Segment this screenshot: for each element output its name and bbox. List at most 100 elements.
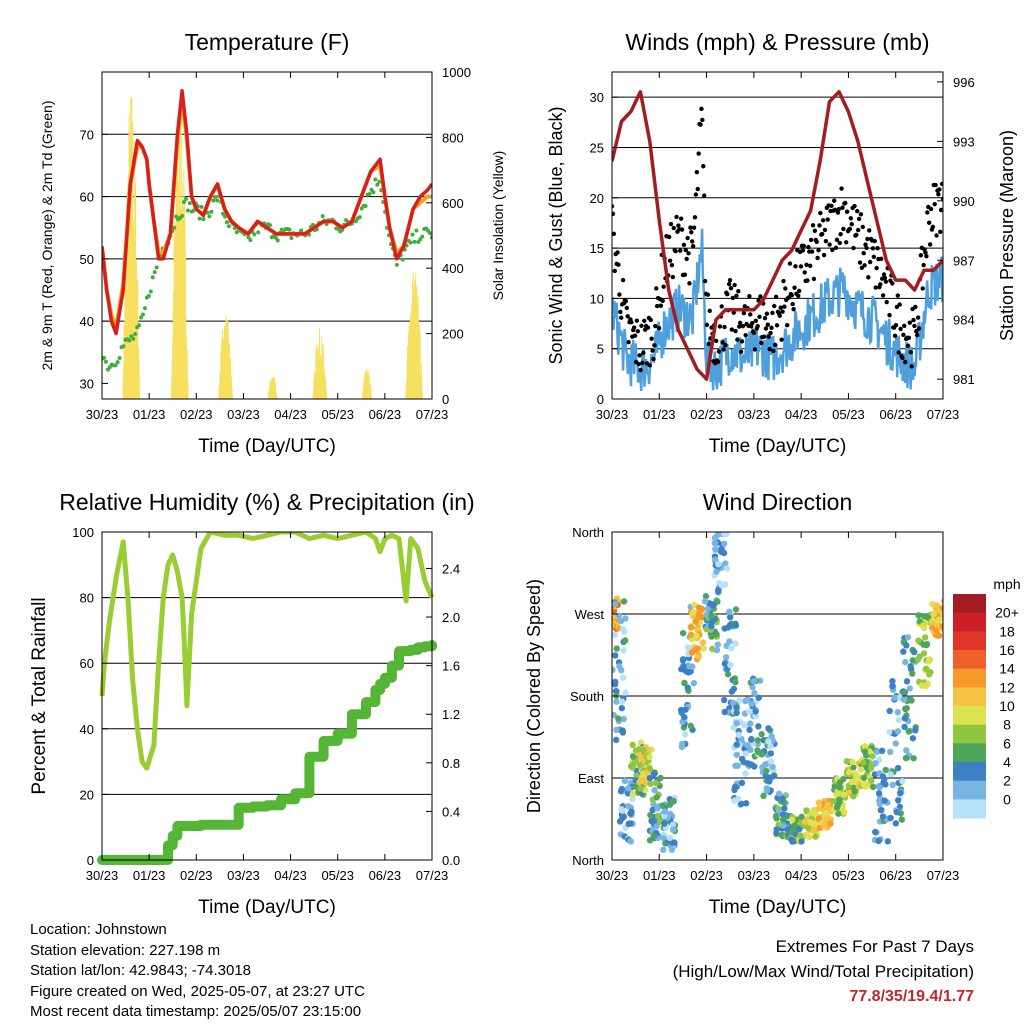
gust-point [623, 298, 629, 304]
y2-tick-label: 0.0 [442, 853, 460, 868]
x-tick-label: 05/23 [321, 868, 354, 883]
info-latlon: Station lat/lon: 42.9843; -74.3018 [30, 962, 252, 979]
direction-point [692, 618, 699, 625]
gust-point [790, 301, 795, 307]
direction-point [650, 770, 658, 778]
gust-point [702, 278, 708, 284]
gust-point [612, 231, 617, 237]
direction-point [815, 799, 823, 806]
gust-point [615, 250, 620, 255]
gust-point [749, 320, 755, 326]
dewpoint-point [197, 216, 202, 221]
y2-tick-label: 0.4 [442, 804, 460, 819]
y-tick-label: South [570, 689, 604, 704]
direction-point [822, 810, 830, 817]
chart-title: Wind Direction [703, 489, 853, 515]
direction-point [909, 670, 916, 677]
x-tick-label: 30/23 [596, 868, 629, 883]
dewpoint-point [377, 179, 382, 184]
direction-point [734, 795, 742, 803]
direction-point [695, 653, 702, 660]
direction-point [632, 783, 639, 790]
gust-point [730, 295, 735, 301]
direction-point [769, 763, 776, 770]
dewpoint-point [248, 238, 253, 243]
y-tick-label: 40 [80, 722, 94, 737]
direction-point [935, 616, 943, 623]
direction-point [678, 709, 685, 716]
dewpoint-point [211, 198, 216, 203]
x-tick-label: 02/23 [180, 407, 213, 422]
gust-point [636, 361, 641, 367]
direction-point [604, 603, 610, 609]
direction-point [903, 705, 910, 712]
direction-point [934, 602, 941, 610]
gust-point [693, 192, 699, 197]
direction-point [903, 642, 910, 649]
gust-point [814, 239, 819, 245]
direction-point [758, 730, 765, 738]
gust-point [848, 216, 853, 221]
legend-swatch [953, 668, 986, 688]
direction-point [687, 722, 694, 730]
gust-point [804, 262, 809, 268]
direction-point [852, 770, 859, 778]
dewpoint-point [146, 293, 151, 298]
gust-point [684, 256, 689, 262]
gust-point [864, 245, 869, 251]
direction-point [654, 812, 662, 820]
legend-title: mph [993, 576, 1020, 592]
gust-point [673, 249, 678, 254]
direction-point [742, 770, 749, 777]
y2-tick-label: 1.2 [442, 707, 460, 722]
gust-point [778, 305, 783, 310]
direction-point [604, 628, 610, 634]
direction-point [927, 669, 934, 676]
direction-point [796, 825, 803, 833]
temp-2m-series [102, 88, 432, 336]
extremes-values: 77.8/35/19.4/1.77 [849, 988, 974, 1005]
legend-swatch [953, 612, 986, 632]
direction-point [637, 753, 644, 761]
gust-point [747, 294, 752, 299]
gust-point [924, 254, 929, 259]
legend-swatch [953, 706, 986, 726]
info-created: Figure created on Wed, 2025-05-07, at 23… [30, 982, 365, 1000]
gust-point [780, 309, 785, 314]
plot-frame [101, 531, 433, 861]
gust-point [758, 294, 763, 299]
gust-point [690, 243, 696, 249]
direction-point [603, 595, 609, 601]
gust-point [686, 251, 691, 256]
y2-tick-label: 984 [953, 313, 975, 328]
gust-point [752, 347, 758, 352]
direction-point [702, 593, 710, 600]
direction-point [849, 758, 856, 766]
x-tick-label: 01/23 [643, 868, 676, 883]
x-tick-label: 02/23 [690, 868, 723, 883]
direction-point [875, 837, 882, 845]
y2-tick-label: 0 [442, 392, 449, 407]
direction-point [635, 746, 642, 753]
gust-point [915, 315, 921, 320]
direction-point [708, 622, 715, 630]
direction-point [620, 598, 628, 605]
dewpoint-point [420, 234, 425, 239]
gust-point [861, 251, 866, 256]
direction-point [732, 679, 739, 686]
direction-point [878, 806, 885, 814]
direction-point [714, 641, 722, 648]
legend-swatch [953, 631, 986, 651]
gust-point [638, 367, 643, 373]
gust-point [884, 299, 889, 305]
x-tick-label: 07/23 [416, 407, 449, 422]
direction-point [690, 680, 698, 687]
direction-point [684, 644, 692, 651]
direction-point [661, 820, 668, 827]
gust-point [770, 310, 775, 316]
gust-point [865, 236, 870, 242]
gust-point [679, 227, 685, 232]
y2-tick-label: 990 [953, 194, 975, 209]
direction-point [767, 758, 775, 765]
gust-point [704, 322, 710, 328]
